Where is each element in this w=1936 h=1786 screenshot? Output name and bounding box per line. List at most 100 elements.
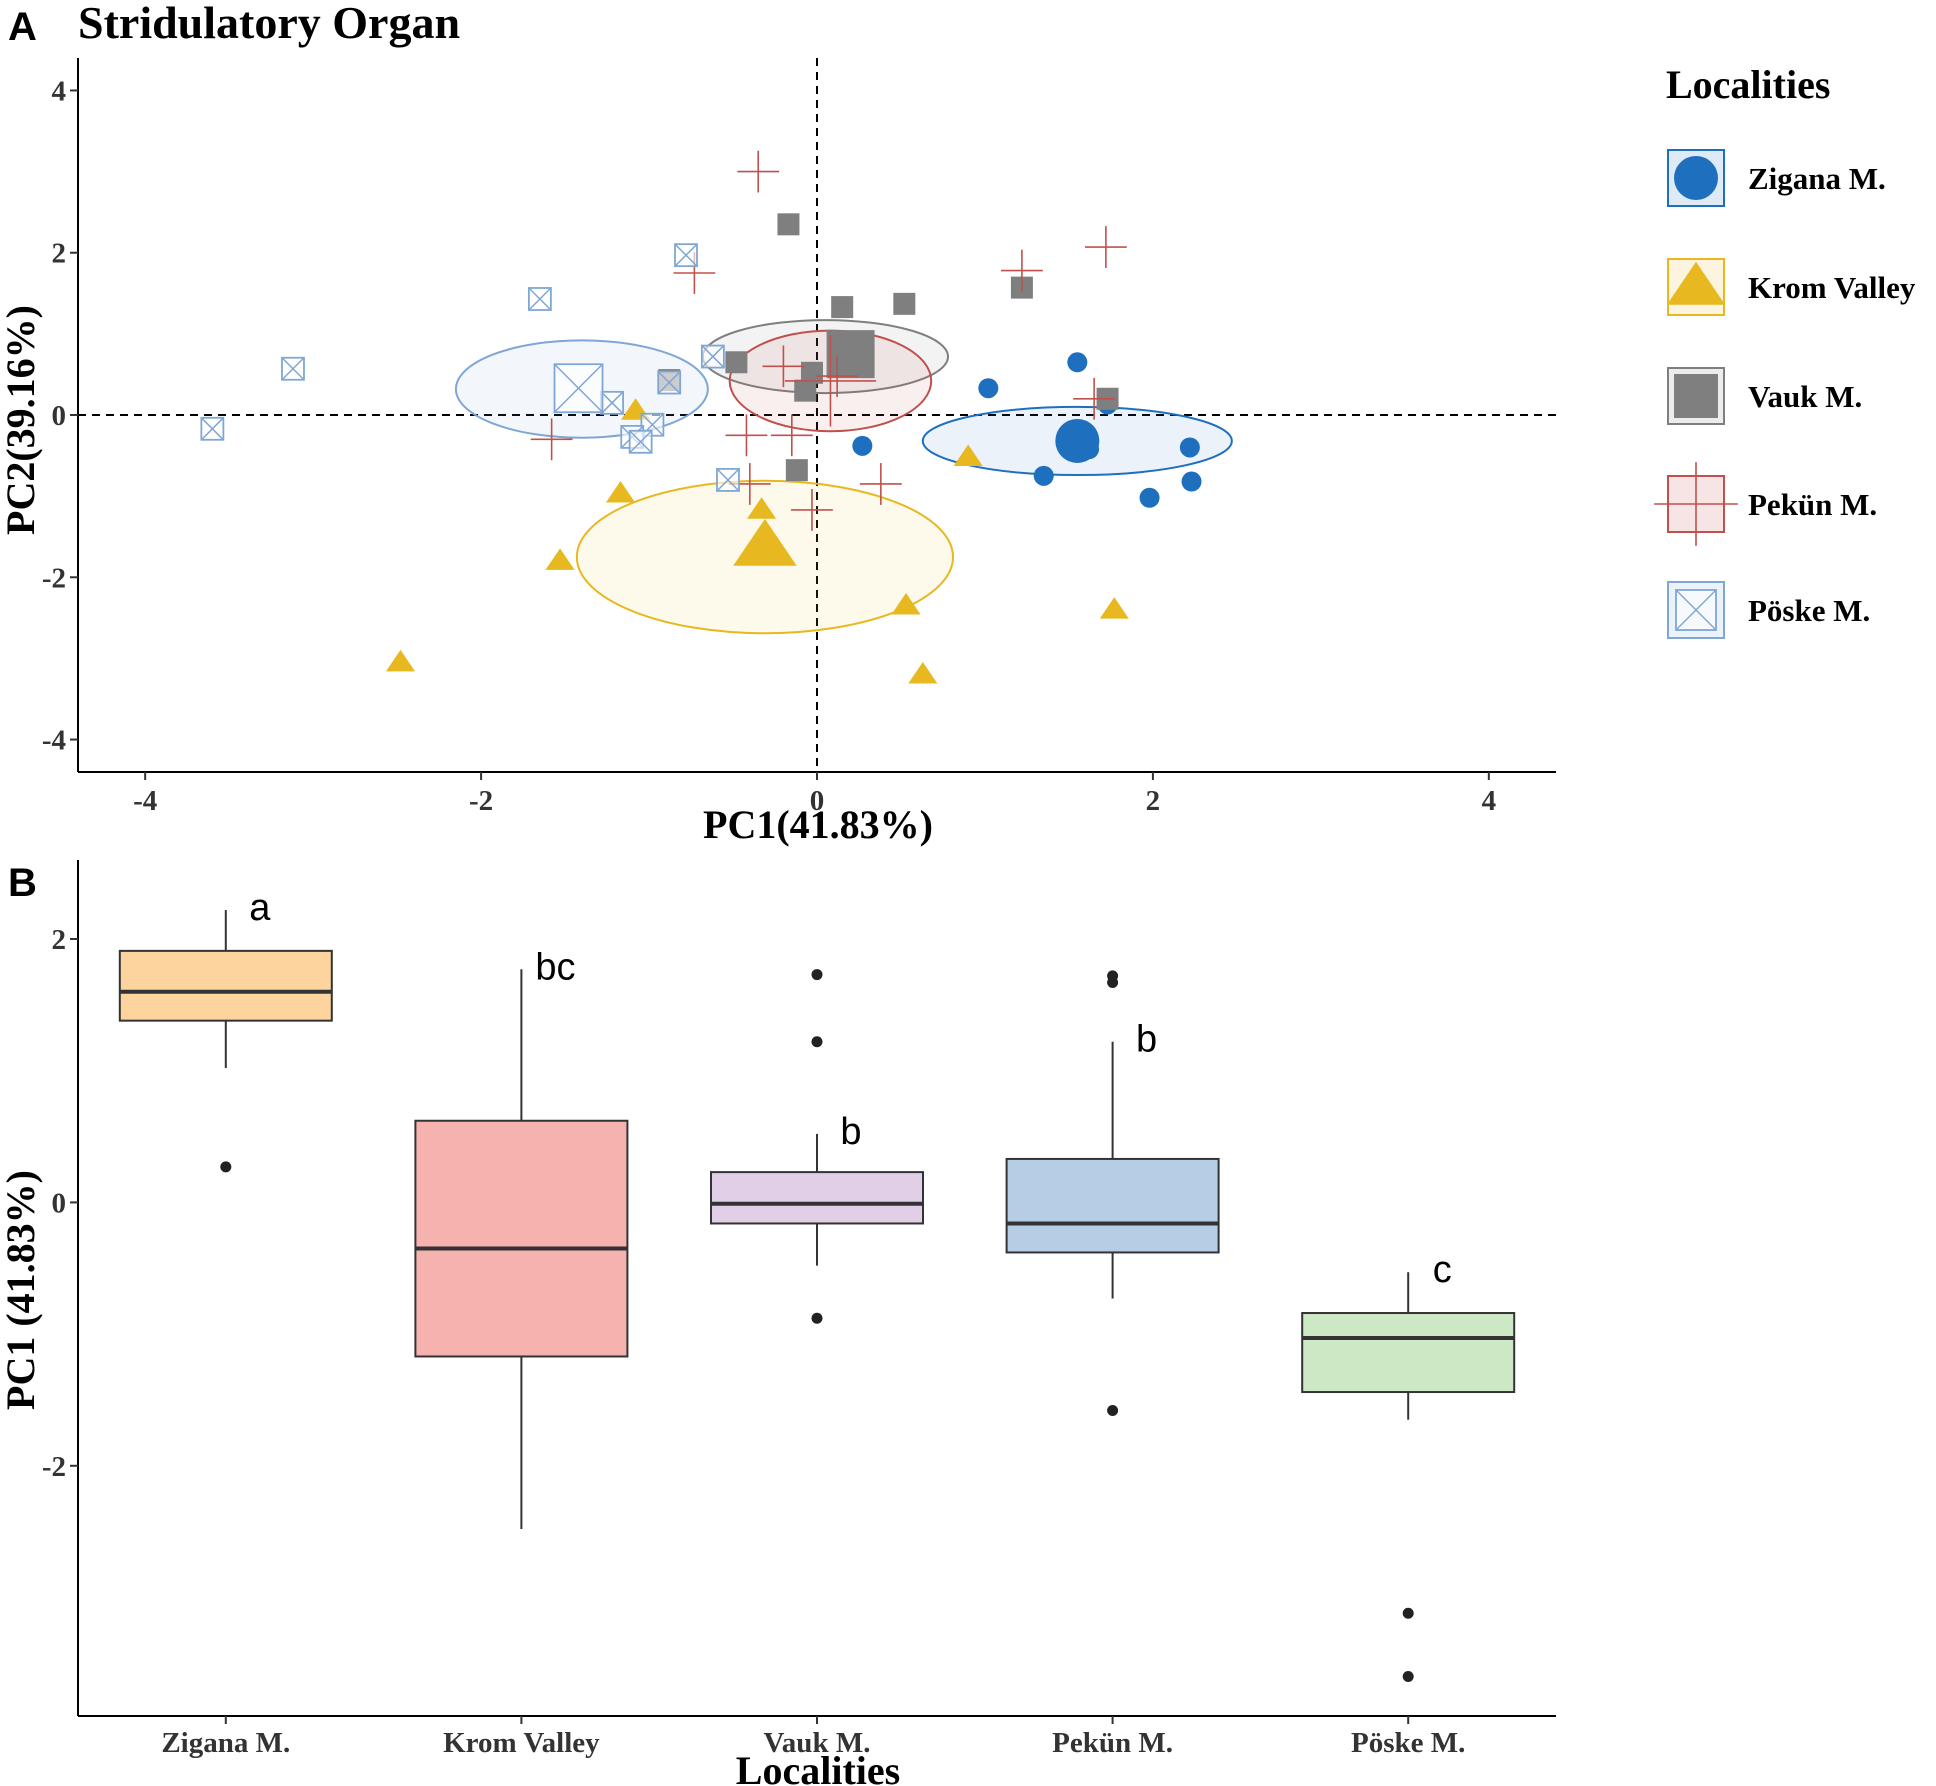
data-point: [785, 459, 808, 482]
pca-x-tick-label: 0: [810, 785, 825, 817]
data-point: [657, 370, 682, 395]
data-point: [700, 344, 725, 369]
data-point: [281, 356, 305, 381]
panel-a-letter: A: [8, 5, 37, 49]
boxplot-x-tick-label: Pöske M.: [1351, 1727, 1465, 1759]
pca-y-tick-label: 4: [52, 75, 67, 107]
data-point: [737, 150, 780, 193]
significance-letter: bc: [535, 946, 575, 988]
boxplot-x-tick-label: Zigana M.: [161, 1727, 290, 1759]
centroid-point: [553, 363, 604, 414]
data-point: [200, 416, 225, 441]
data-point: [545, 548, 575, 570]
pca-scatter-plot: -4 -2 0 2 4 -4 -2 0 2 4: [42, 58, 1556, 817]
boxplot-y-axis-title: PC1 (41.83%): [0, 1170, 43, 1410]
box-iqr: [1301, 1312, 1516, 1394]
pca-y-tick-label: -2: [42, 562, 66, 594]
legend-label: Vauk M.: [1748, 379, 1862, 414]
box-iqr: [710, 1171, 924, 1225]
box-group: bc: [414, 946, 629, 1529]
panel-b-letter: B: [8, 861, 37, 905]
legend-marker: [1666, 261, 1726, 305]
legend-title: Localities: [1666, 62, 1830, 107]
legend-marker: [1654, 462, 1738, 546]
boxplot-x-tick-label: Krom Valley: [443, 1727, 600, 1759]
boxplot-y-tick-label: 2: [52, 924, 67, 956]
data-point: [605, 481, 636, 503]
significance-letter: b: [1136, 1019, 1157, 1061]
panel-a-title: Stridulatory Organ: [78, 0, 460, 48]
pca-x-tick-label: -4: [133, 785, 157, 817]
outlier-point: [1402, 1607, 1414, 1619]
boxplot-x-tick-label: Vauk M.: [764, 1727, 871, 1759]
outlier-point: [1107, 970, 1119, 982]
pca-x-tick-label: -2: [469, 785, 493, 817]
data-point: [1181, 471, 1202, 492]
box-iqr: [1005, 1157, 1220, 1254]
centroid-point: [1055, 418, 1100, 463]
pca-y-tick-label: 0: [52, 400, 67, 432]
data-point: [527, 287, 552, 311]
data-point: [859, 463, 902, 505]
data-point: [777, 213, 800, 236]
outlier-point: [220, 1161, 232, 1173]
legend-label: Pekün M.: [1748, 487, 1877, 522]
data-point: [953, 444, 983, 467]
box-group: b: [710, 969, 924, 1324]
pca-x-axis-title: PC1(41.83%): [703, 802, 933, 847]
data-point: [908, 661, 938, 684]
pca-y-tick-label: 2: [52, 238, 67, 270]
significance-letter: b: [840, 1111, 861, 1153]
box-group: a: [118, 887, 333, 1173]
data-point: [1084, 226, 1127, 268]
data-point: [600, 390, 624, 415]
data-point: [816, 355, 859, 397]
pca-x-tick-label: 4: [1482, 785, 1497, 817]
legend-label: Zigana M.: [1748, 161, 1886, 196]
data-point: [530, 418, 573, 461]
data-point: [800, 361, 823, 384]
centroid-point: [733, 518, 797, 566]
data-point: [891, 593, 921, 615]
significance-letter: a: [249, 887, 271, 929]
boxplot-x-tick-label: Pekün M.: [1052, 1727, 1173, 1759]
box-iqr: [414, 1119, 629, 1358]
data-point: [978, 378, 999, 399]
data-point: [674, 243, 698, 268]
data-point: [725, 351, 748, 374]
data-point: [716, 468, 740, 492]
data-point: [831, 296, 854, 319]
box-iqr: [118, 949, 333, 1022]
legend-label: Pöske M.: [1748, 593, 1870, 628]
outlier-point: [1402, 1670, 1414, 1682]
data-point: [1139, 487, 1160, 508]
legend: Zigana M. Krom Valley Vauk M. Pekün M. Pöske…: [1654, 149, 1916, 639]
data-point: [725, 414, 768, 457]
data-point: [794, 379, 817, 402]
significance-letter: c: [1433, 1249, 1452, 1291]
pca-y-axis-title: PC2(39.16%): [0, 305, 43, 535]
data-point: [628, 429, 653, 454]
legend-label: Krom Valley: [1748, 270, 1916, 305]
pca-x-tick-label: 2: [1146, 785, 1161, 817]
data-point: [893, 292, 916, 315]
data-point: [852, 435, 873, 456]
outlier-point: [1107, 1404, 1119, 1416]
data-point: [747, 497, 777, 519]
box-group: c: [1301, 1249, 1516, 1682]
legend-marker: [1675, 589, 1717, 631]
pca-y-tick-label: -4: [42, 725, 66, 757]
data-point: [1099, 597, 1129, 619]
boxplot-y-tick-label: -2: [42, 1451, 66, 1483]
centroid-point: [826, 330, 875, 379]
legend-marker: [1674, 374, 1718, 418]
data-point: [770, 414, 813, 457]
boxplot: -2 0 2 Zigana M. Krom Valley Vauk M. Pekün M. P…: [42, 860, 1556, 1759]
data-point: [1001, 249, 1043, 292]
data-point: [1033, 465, 1054, 486]
outlier-point: [811, 969, 823, 981]
boxplot-x-axis-title: Localities: [736, 1748, 900, 1786]
data-point: [1179, 437, 1200, 458]
data-point: [385, 649, 416, 672]
data-point: [1073, 377, 1116, 420]
